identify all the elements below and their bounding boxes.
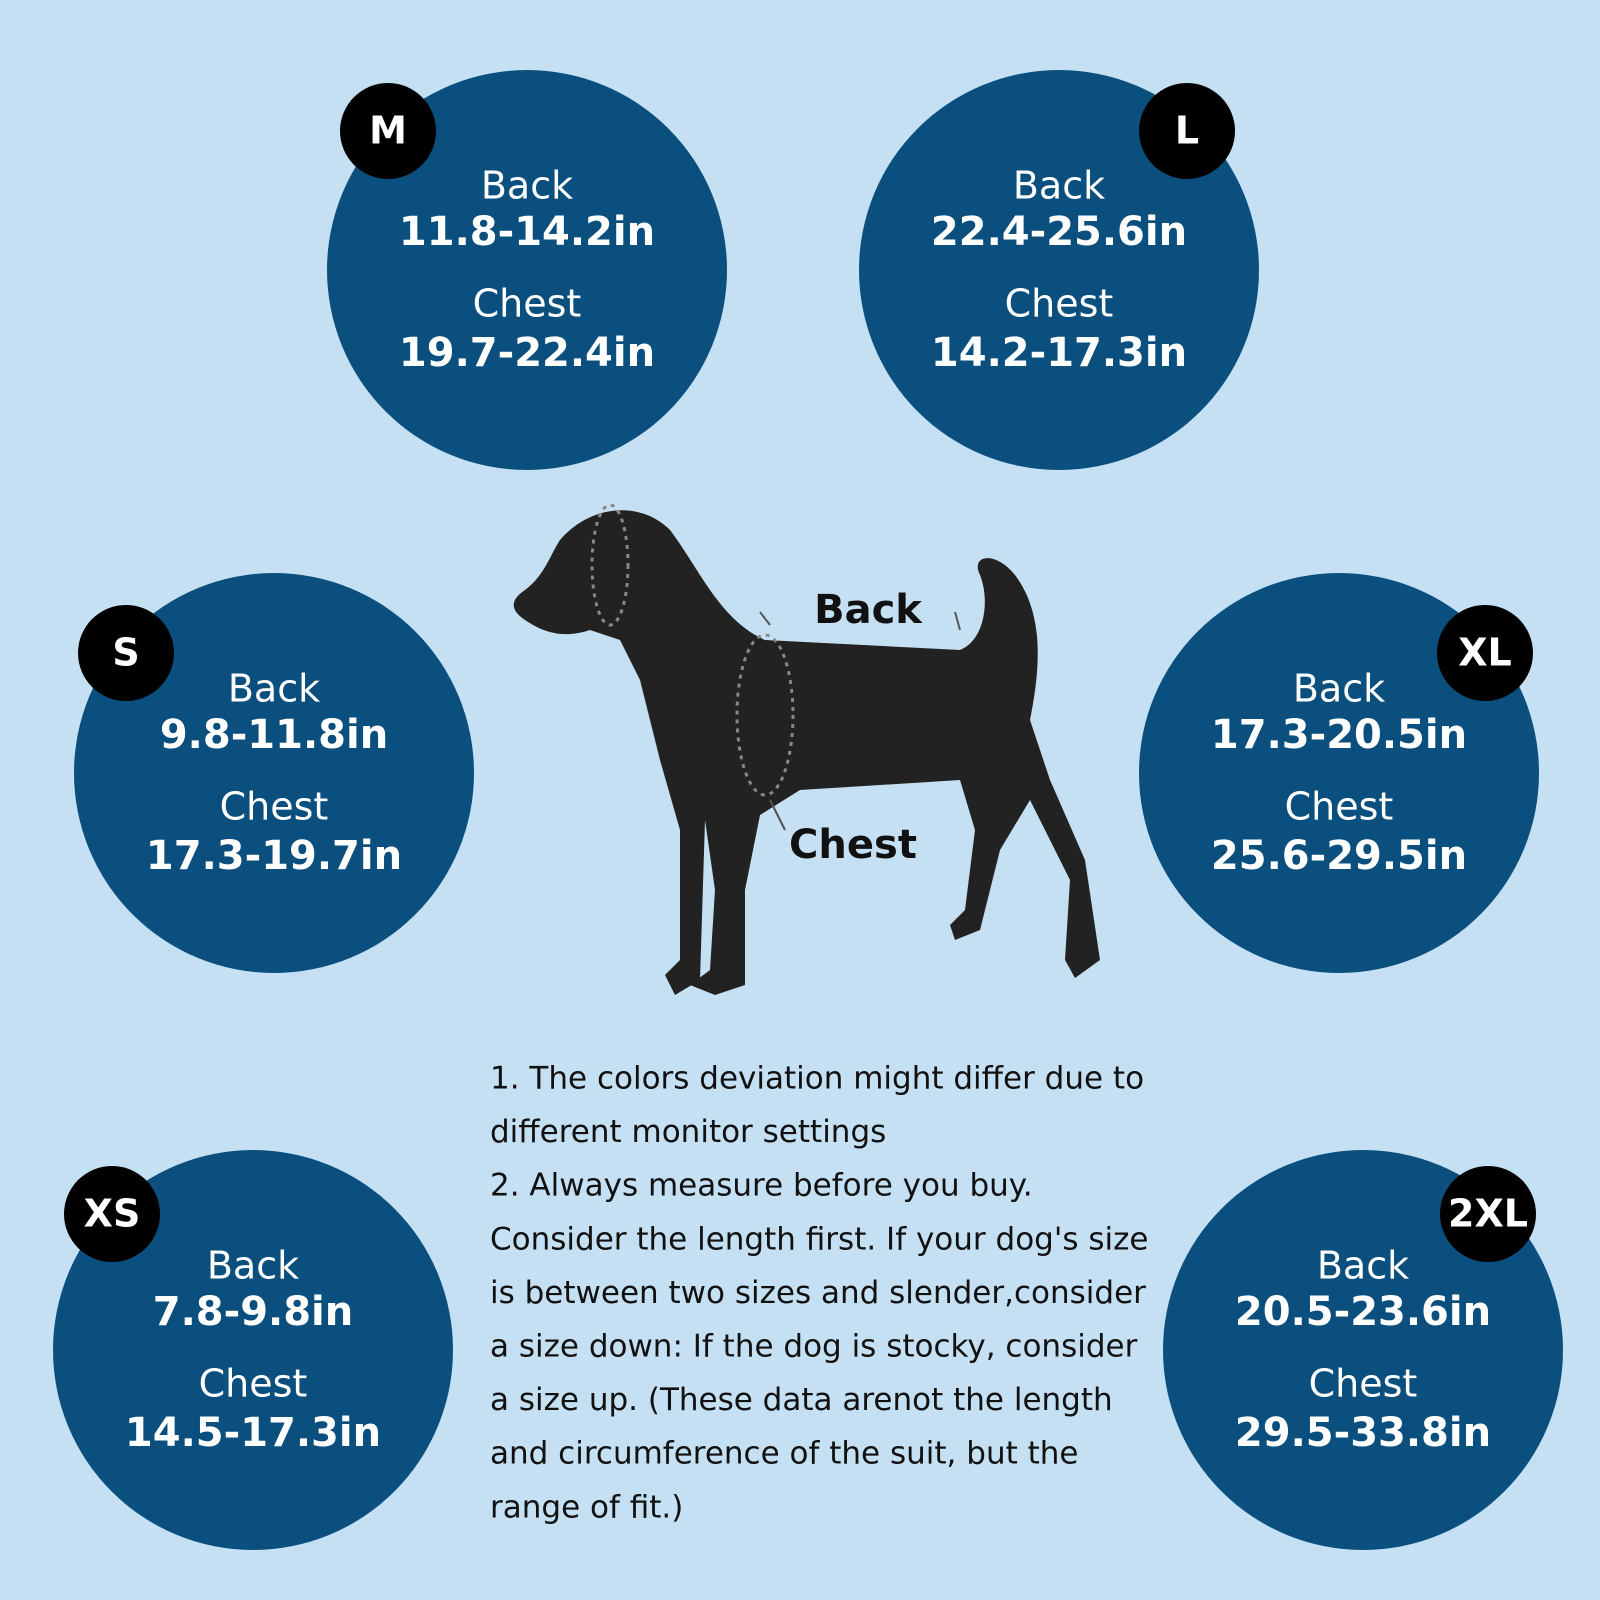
chest-label: Chest (199, 1362, 308, 1406)
diagram-back-label: Back (814, 587, 923, 633)
note-line: range of fit.) (490, 1489, 683, 1525)
diagram-chest-label: Chest (789, 822, 917, 868)
size-circle (859, 70, 1259, 470)
size-circle (53, 1150, 453, 1550)
chest-value: 19.7-22.4in (399, 330, 655, 376)
back-value: 17.3-20.5in (1211, 712, 1467, 758)
chest-value: 25.6-29.5in (1211, 833, 1467, 879)
note-line: is between two sizes and slender,conside… (490, 1275, 1146, 1311)
back-value: 22.4-25.6in (931, 209, 1187, 255)
size-circle (74, 573, 474, 973)
note-line: a size down: If the dog is stocky, consi… (490, 1329, 1138, 1365)
size-label: 2XL (1448, 1192, 1528, 1236)
chest-value: 14.5-17.3in (125, 1410, 381, 1456)
chest-label: Chest (220, 785, 329, 829)
size-badge (64, 1166, 160, 1262)
notes: 1. The colors deviation might differ due… (490, 1061, 1148, 1526)
chest-value: 14.2-17.3in (931, 330, 1187, 376)
chest-value: 17.3-19.7in (146, 833, 402, 879)
size-circle (327, 70, 727, 470)
back-label: Back (207, 1244, 299, 1288)
size-label: S (112, 631, 139, 675)
chest-value: 29.5-33.8in (1235, 1410, 1491, 1456)
size-label: L (1175, 109, 1199, 153)
note-line: different monitor settings (490, 1114, 886, 1150)
size-badge (1440, 1166, 1536, 1262)
back-value: 20.5-23.6in (1235, 1289, 1491, 1335)
size-circle (1139, 573, 1539, 973)
note-line: a size up. (These data arenot the length (490, 1382, 1113, 1418)
back-label: Back (1013, 164, 1105, 208)
note-line: 1. The colors deviation might differ due… (490, 1061, 1144, 1097)
chest-label: Chest (1005, 282, 1114, 326)
size-label: M (369, 109, 407, 153)
chest-label: Chest (1285, 785, 1394, 829)
size-circles: Back11.8-14.2inChest19.7-22.4inMBack22.4… (53, 70, 1563, 1550)
note-line: Consider the length first. If your dog's… (490, 1221, 1148, 1257)
back-value: 11.8-14.2in (399, 209, 655, 255)
back-label: Back (481, 164, 573, 208)
back-value: 7.8-9.8in (153, 1289, 354, 1335)
size-badge (1139, 83, 1235, 179)
size-badge (340, 83, 436, 179)
back-label: Back (1293, 667, 1385, 711)
size-label: XL (1458, 631, 1512, 675)
size-label: XS (84, 1192, 141, 1236)
back-label: Back (228, 667, 320, 711)
note-line: 2. Always measure before you buy. (490, 1168, 1033, 1204)
dog-illustration (513, 503, 1100, 995)
note-line: and circumference of the suit, but the (490, 1436, 1078, 1472)
chest-label: Chest (1309, 1362, 1418, 1406)
size-badge (1437, 605, 1533, 701)
back-label: Back (1317, 1244, 1409, 1288)
size-badge (78, 605, 174, 701)
back-value: 9.8-11.8in (160, 712, 388, 758)
chest-label: Chest (473, 282, 582, 326)
